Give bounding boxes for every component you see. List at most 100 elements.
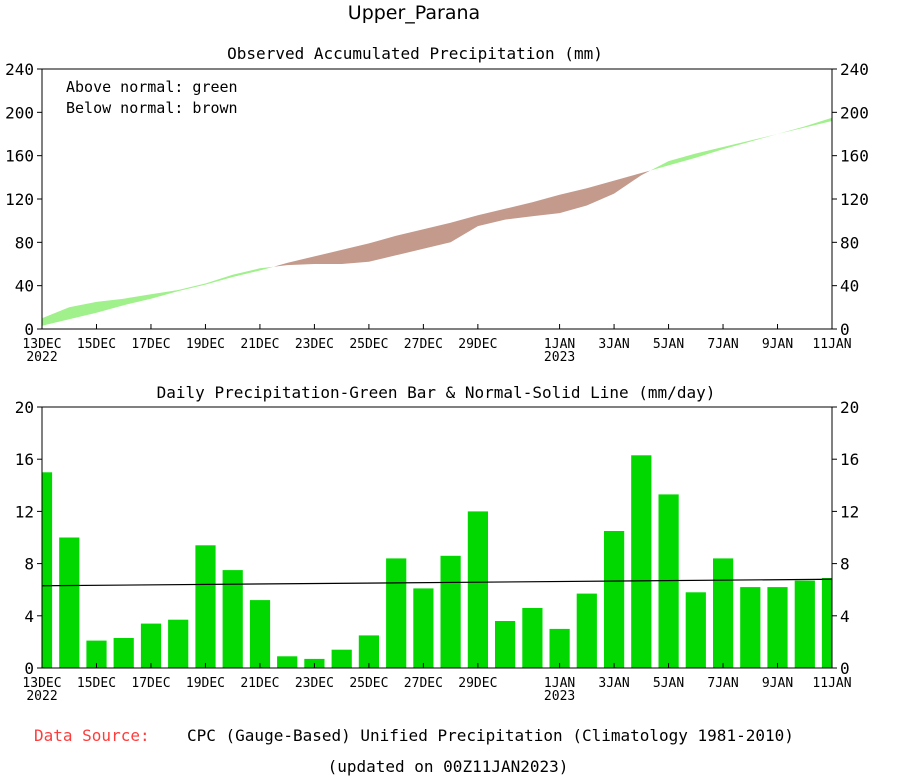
- y-tick-label-right: 8: [840, 555, 850, 574]
- x-tick-label: 13DEC: [22, 337, 61, 352]
- data-source-line: Data Source: CPC (Gauge-Based) Unified P…: [34, 726, 794, 745]
- x-tick-label: 29DEC: [458, 337, 497, 352]
- x-tick-label: 21DEC: [240, 337, 279, 352]
- y-tick-label-left: 16: [15, 450, 34, 469]
- daily-precip-bar: [713, 558, 734, 668]
- x-tick-label: 13DEC: [22, 676, 61, 691]
- below-normal-area: [273, 170, 651, 267]
- daily-precip-bar: [86, 640, 107, 668]
- y-tick-label-left: 12: [15, 502, 34, 521]
- x-tick-label: 5JAN: [653, 337, 684, 352]
- chart2-bar-layer: [42, 455, 832, 669]
- x-tick-label: 5JAN: [653, 676, 684, 691]
- x-tick-label: 11JAN: [812, 676, 851, 691]
- daily-precipitation-chart: Daily Precipitation-Green Bar & Normal-S…: [15, 383, 860, 704]
- x-tick-label: 7JAN: [707, 337, 738, 352]
- y-tick-label-right: 200: [840, 103, 869, 122]
- x-tick-label: 23DEC: [295, 676, 334, 691]
- chart2-normal-line-layer: [41, 578, 833, 587]
- figure-title: Upper_Parana: [348, 2, 480, 24]
- y-tick-label-left: 0: [24, 659, 34, 678]
- y-tick-label-left: 240: [5, 60, 34, 79]
- daily-precip-bar: [277, 656, 298, 668]
- y-tick-label-right: 240: [840, 60, 869, 79]
- y-tick-label-right: 160: [840, 147, 869, 166]
- daily-precip-bar: [794, 580, 815, 668]
- x-tick-label: 17DEC: [131, 676, 170, 691]
- chart1-legend-above: Above normal: green: [66, 78, 238, 96]
- daily-precip-bar: [522, 608, 543, 668]
- daily-precip-bar: [685, 592, 706, 668]
- x-tick-label: 25DEC: [349, 676, 388, 691]
- daily-precip-bar: [576, 593, 597, 668]
- daily-precip-bar: [222, 570, 243, 668]
- above-normal-area: [42, 266, 274, 326]
- x-tick-label: 17DEC: [131, 337, 170, 352]
- y-tick-label-right: 40: [840, 277, 859, 296]
- x-tick-label: 27DEC: [404, 676, 443, 691]
- chart1-legend-below: Below normal: brown: [66, 99, 238, 117]
- daily-precip-bar: [113, 638, 134, 668]
- y-tick-label-left: 120: [5, 190, 34, 209]
- daily-precip-bar: [42, 472, 53, 669]
- y-tick-label-left: 160: [5, 147, 34, 166]
- daily-precip-bar: [631, 455, 652, 668]
- y-tick-label-right: 120: [840, 190, 869, 209]
- y-tick-label-right: 16: [840, 450, 859, 469]
- y-tick-label-left: 4: [24, 607, 34, 626]
- x-tick-label: 9JAN: [762, 337, 793, 352]
- chart2-frame: [41, 406, 833, 669]
- daily-precip-bar: [604, 531, 625, 668]
- x-tick-label: 9JAN: [762, 676, 793, 691]
- x-tick-label: 1JAN: [544, 337, 575, 352]
- y-tick-label-right: 4: [840, 607, 850, 626]
- x-tick-label: 1JAN: [544, 676, 575, 691]
- y-tick-label-left: 40: [15, 277, 34, 296]
- chart2-title: Daily Precipitation-Green Bar & Normal-S…: [157, 383, 716, 402]
- x-tick-label: 15DEC: [77, 676, 116, 691]
- y-tick-label-right: 0: [840, 659, 850, 678]
- y-tick-label-left: 0: [24, 320, 34, 339]
- x-tick-label: 23DEC: [295, 337, 334, 352]
- x-tick-label: 25DEC: [349, 337, 388, 352]
- x-tick-label: 21DEC: [240, 676, 279, 691]
- y-tick-label-right: 0: [840, 320, 850, 339]
- chart1-area-layer: [42, 117, 832, 326]
- accumulated-precipitation-chart: Observed Accumulated Precipitation (mm) …: [5, 44, 869, 365]
- y-tick-label-right: 12: [840, 502, 859, 521]
- daily-precip-bar: [168, 619, 189, 668]
- x-tick-label: 29DEC: [458, 676, 497, 691]
- x-tick-label: 3JAN: [598, 676, 629, 691]
- daily-precip-bar: [140, 623, 162, 668]
- y-tick-label-left: 80: [15, 233, 34, 252]
- x-tick-label: 27DEC: [404, 337, 443, 352]
- daily-precip-bar: [386, 558, 407, 668]
- daily-precip-bar: [767, 587, 788, 668]
- daily-precip-bar: [495, 621, 516, 668]
- x-tick-year-label: 2022: [26, 350, 57, 365]
- data-source-label: Data Source:: [34, 726, 150, 745]
- above-normal-area: [650, 117, 832, 171]
- x-tick-label: 19DEC: [186, 676, 225, 691]
- x-tick-year-label: 2023: [544, 350, 575, 365]
- x-tick-label: 11JAN: [812, 337, 851, 352]
- y-tick-label-left: 20: [15, 398, 34, 417]
- daily-precip-bar: [195, 545, 216, 668]
- x-tick-label: 3JAN: [598, 337, 629, 352]
- daily-precip-bar: [740, 587, 761, 668]
- y-tick-label-right: 20: [840, 398, 859, 417]
- daily-precip-bar: [358, 635, 379, 668]
- y-tick-label-left: 8: [24, 555, 34, 574]
- y-tick-label-left: 200: [5, 103, 34, 122]
- x-tick-year-label: 2022: [26, 689, 57, 704]
- x-tick-label: 19DEC: [186, 337, 225, 352]
- x-tick-year-label: 2023: [544, 689, 575, 704]
- normal-precip-line: [41, 578, 833, 587]
- x-tick-label: 7JAN: [707, 676, 738, 691]
- daily-precip-bar: [440, 555, 461, 668]
- chart1-title: Observed Accumulated Precipitation (mm): [227, 44, 603, 63]
- daily-precip-bar: [413, 588, 434, 668]
